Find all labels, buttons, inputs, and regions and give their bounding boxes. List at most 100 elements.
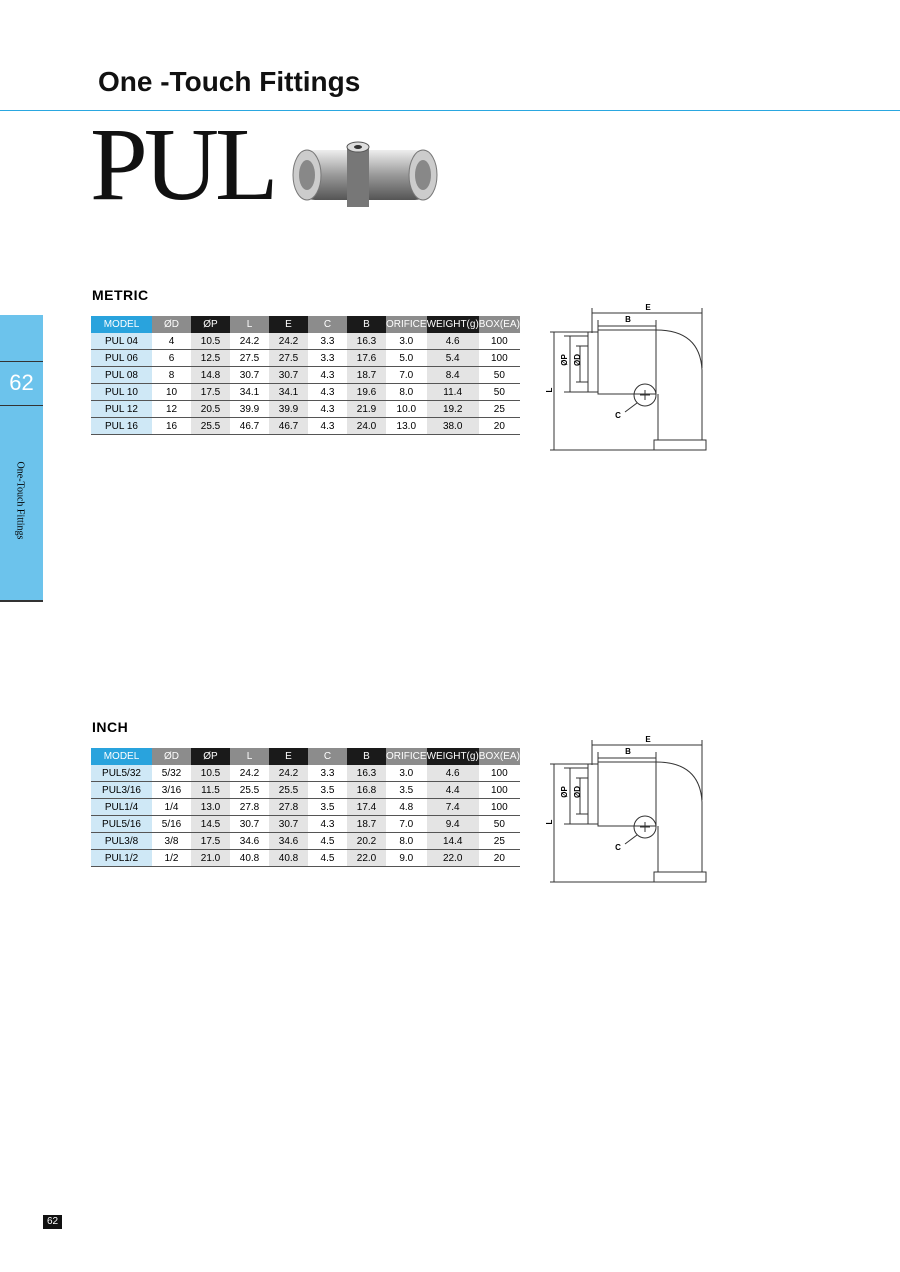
drawing-line bbox=[597, 329, 657, 395]
table-row: PUL3/8 3/8 17.5 34.6 34.6 4.5 20.2 8.0 14.4 25 bbox=[91, 832, 520, 850]
table-cell: 39.9 bbox=[269, 400, 308, 418]
column-header: L bbox=[230, 748, 269, 765]
column-header: L bbox=[230, 316, 269, 333]
table-cell: 46.7 bbox=[269, 417, 308, 435]
table-cell: 25.5 bbox=[230, 781, 269, 799]
table-cell: 11.4 bbox=[426, 383, 479, 401]
table-cell: 8.4 bbox=[426, 366, 479, 384]
tab-page: 62 bbox=[9, 370, 34, 395]
table-cell: 25 bbox=[478, 832, 520, 850]
product-image bbox=[292, 141, 438, 207]
column-header: ORIFICE bbox=[386, 748, 427, 765]
table-row: PUL1/2 1/2 21.0 40.8 40.8 4.5 22.0 9.0 22.0 20 bbox=[91, 849, 520, 867]
table-cell: 9.4 bbox=[426, 815, 479, 833]
table-cell: 1/4 bbox=[152, 798, 191, 816]
column-header: ORIFICE bbox=[386, 316, 427, 333]
dimension-drawing: E B ØP ØD L C bbox=[545, 303, 707, 451]
table-cell: 10.0 bbox=[386, 400, 427, 418]
table-cell: 11.5 bbox=[191, 781, 230, 799]
table-cell: 46.7 bbox=[230, 417, 269, 435]
table-cell: 100 bbox=[478, 765, 520, 782]
table-cell: 16.8 bbox=[347, 781, 386, 799]
dimension-label: L bbox=[545, 819, 554, 824]
tab-label: One-Touch Fittings bbox=[14, 461, 26, 540]
table-cell: 12 bbox=[152, 400, 191, 418]
side-tab bbox=[0, 315, 43, 602]
table-row: PUL1/4 1/4 13.0 27.8 27.8 3.5 17.4 4.8 7.4 100 bbox=[91, 798, 520, 816]
dimension-drawing: E B ØP ØD L C bbox=[545, 735, 707, 883]
table-cell: 8 bbox=[152, 366, 191, 384]
table-cell: 40.8 bbox=[230, 849, 269, 867]
footer-page: 62 bbox=[43, 1215, 62, 1229]
table-cell: PUL1/2 bbox=[91, 849, 152, 867]
table-cell: 21.9 bbox=[347, 400, 386, 418]
drawing-line bbox=[587, 331, 599, 393]
table-cell: 30.7 bbox=[269, 366, 308, 384]
table-cell: 4.3 bbox=[308, 815, 347, 833]
table-cell: 5.0 bbox=[386, 349, 427, 367]
table-cell: 16 bbox=[152, 417, 191, 435]
table-row: PUL 12 12 20.5 39.9 39.9 4.3 21.9 10.0 19.2 25 bbox=[91, 400, 520, 418]
table-cell: 3.5 bbox=[308, 798, 347, 816]
drawing-line bbox=[655, 329, 703, 441]
table-cell: 20.2 bbox=[347, 832, 386, 850]
table-cell: 6 bbox=[152, 349, 191, 367]
column-header: C bbox=[308, 748, 347, 765]
table-cell: 50 bbox=[478, 383, 520, 401]
table-cell: PUL 04 bbox=[91, 333, 152, 350]
page-title: One -Touch Fittings bbox=[98, 66, 361, 97]
table-row: PUL 10 10 17.5 34.1 34.1 4.3 19.6 8.0 11.4 50 bbox=[91, 383, 520, 401]
header-rule bbox=[0, 110, 900, 111]
table-cell: PUL1/4 bbox=[91, 798, 152, 816]
table-cell: 30.7 bbox=[230, 366, 269, 384]
drawing-line bbox=[655, 761, 703, 873]
table-cell: PUL 08 bbox=[91, 366, 152, 384]
table-cell: 8.0 bbox=[386, 383, 427, 401]
table-cell: 24.2 bbox=[269, 765, 308, 782]
drawing-line bbox=[564, 767, 588, 825]
table-cell: 1/2 bbox=[152, 849, 191, 867]
table-cell: 8.0 bbox=[386, 832, 427, 850]
column-header: ØP bbox=[191, 316, 230, 333]
drawing-line bbox=[597, 761, 657, 827]
table-cell: 4.5 bbox=[308, 832, 347, 850]
drawing-line bbox=[591, 740, 703, 800]
drawing-line bbox=[550, 331, 654, 451]
drawing-line bbox=[587, 763, 599, 825]
table-cell: 13.0 bbox=[191, 798, 230, 816]
drawing-line bbox=[550, 308, 707, 451]
table-cell: 4.3 bbox=[308, 366, 347, 384]
table-row: PUL 04 4 10.5 24.2 24.2 3.3 16.3 3.0 4.6 100 bbox=[91, 333, 520, 350]
table-cell: 7.4 bbox=[426, 798, 479, 816]
table-cell: 38.0 bbox=[426, 417, 479, 435]
table-cell: 20 bbox=[478, 849, 520, 867]
table-cell: 13.0 bbox=[386, 417, 427, 435]
table-cell: 4.3 bbox=[308, 383, 347, 401]
table-row: PUL 16 16 25.5 46.7 46.7 4.3 24.0 13.0 38.0 20 bbox=[91, 417, 520, 435]
column-header: ØP bbox=[191, 748, 230, 765]
dimension-label: B bbox=[625, 747, 631, 756]
dimension-label: ØP bbox=[560, 354, 569, 366]
column-header: BOX(EA) bbox=[478, 316, 520, 333]
table-cell: 21.0 bbox=[191, 849, 230, 867]
dimension-label: ØD bbox=[573, 786, 582, 798]
drawing-line bbox=[653, 439, 707, 451]
table-cell: 27.8 bbox=[269, 798, 308, 816]
dimension-label: C bbox=[615, 411, 621, 420]
dimension-label: E bbox=[645, 735, 651, 744]
table-cell: 14.8 bbox=[191, 366, 230, 384]
table-cell: 3.3 bbox=[308, 333, 347, 350]
table-cell: 19.6 bbox=[347, 383, 386, 401]
table-cell: 20 bbox=[478, 417, 520, 435]
table-cell: PUL 12 bbox=[91, 400, 152, 418]
table-cell: 4.8 bbox=[386, 798, 427, 816]
drawing-line bbox=[624, 834, 638, 845]
table-cell: 10 bbox=[152, 383, 191, 401]
table-cell: 100 bbox=[478, 798, 520, 816]
drawing-line bbox=[633, 815, 657, 839]
table-cell: 12.5 bbox=[191, 349, 230, 367]
table-cell: 50 bbox=[478, 366, 520, 384]
table-cell: 34.6 bbox=[269, 832, 308, 850]
tab-rule bbox=[0, 361, 43, 362]
table-cell: 22.0 bbox=[347, 849, 386, 867]
